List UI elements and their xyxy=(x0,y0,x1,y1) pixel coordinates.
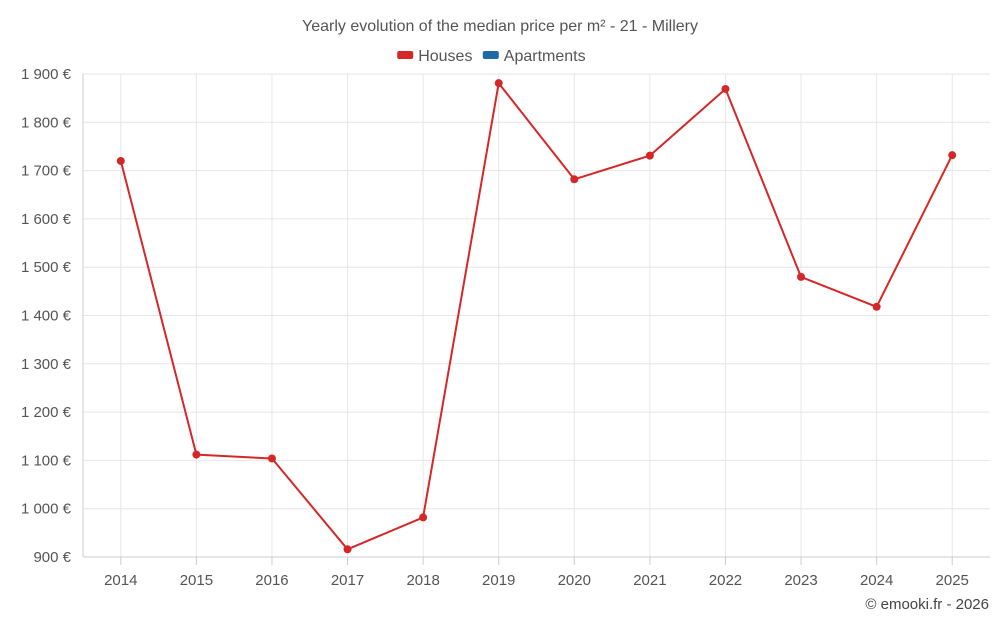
legend-label: Houses xyxy=(418,48,472,65)
chart-title: Yearly evolution of the median price per… xyxy=(302,18,698,35)
y-tick-label: 1 600 € xyxy=(21,211,72,228)
legend-label: Apartments xyxy=(504,48,586,65)
data-point[interactable] xyxy=(267,454,276,463)
y-tick-label: 1 700 € xyxy=(21,163,72,180)
data-point[interactable] xyxy=(948,151,957,160)
x-tick-label: 2021 xyxy=(633,572,666,589)
x-tick-label: 2015 xyxy=(180,572,213,589)
credit-text: © emooki.fr - 2026 xyxy=(865,596,989,613)
x-tick-label: 2018 xyxy=(406,572,439,589)
x-tick-label: 2020 xyxy=(558,572,591,589)
legend: Houses Apartments xyxy=(397,48,586,65)
y-tick-label: 1 300 € xyxy=(21,356,72,373)
data-point[interactable] xyxy=(645,151,654,160)
data-point[interactable] xyxy=(570,175,579,184)
x-tick-label: 2017 xyxy=(331,572,364,589)
data-point[interactable] xyxy=(343,545,352,554)
data-point[interactable] xyxy=(192,450,201,459)
y-tick-label: 1 200 € xyxy=(21,404,72,421)
grid xyxy=(83,73,990,558)
x-tick-label: 2022 xyxy=(709,572,742,589)
legend-item-houses[interactable]: Houses xyxy=(397,48,472,65)
y-tick-label: 1 400 € xyxy=(21,308,72,325)
x-tick-label: 2023 xyxy=(784,572,817,589)
data-point[interactable] xyxy=(797,272,806,281)
data-point[interactable] xyxy=(419,513,428,522)
y-tick-label: 1 900 € xyxy=(21,66,72,83)
legend-swatch xyxy=(482,51,499,59)
data-point[interactable] xyxy=(494,79,503,88)
y-tick-label: 900 € xyxy=(33,549,71,566)
legend-swatch xyxy=(397,51,414,59)
data-point[interactable] xyxy=(116,156,125,165)
series-line-houses xyxy=(119,82,954,551)
x-tick-label: 2019 xyxy=(482,572,515,589)
data-point[interactable] xyxy=(721,84,730,93)
x-tick-label: 2016 xyxy=(255,572,288,589)
x-tick-label: 2014 xyxy=(104,572,137,589)
y-tick-label: 1 100 € xyxy=(21,452,72,469)
series xyxy=(116,79,957,554)
x-tick-label: 2025 xyxy=(936,572,969,589)
y-tick-label: 1 000 € xyxy=(21,501,72,518)
legend-item-apartments[interactable]: Apartments xyxy=(482,48,586,65)
axes: 900 € 1 000 € 1 100 € 1 200 € 1 300 € 1 400 €… xyxy=(21,66,990,589)
y-tick-label: 1 500 € xyxy=(21,259,72,276)
data-point[interactable] xyxy=(872,302,881,311)
y-tick-label: 1 800 € xyxy=(21,114,72,131)
x-tick-label: 2024 xyxy=(860,572,893,589)
